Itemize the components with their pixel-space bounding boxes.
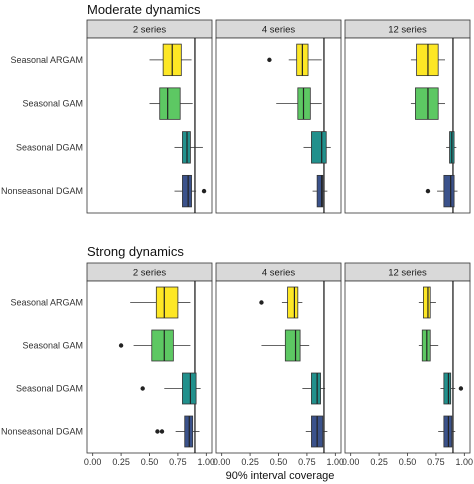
box-strong-12-series-seasonal-argam [423,286,431,319]
category-label-moderate-seasonal-dgam: Seasonal DGAM [16,142,83,152]
category-label-moderate-nonseasonal-dgam: Nonseasonal DGAM [1,186,83,196]
box-moderate-2-series-seasonal-gam [159,87,181,120]
box-strong-4-series-seasonal-dgam [311,372,321,405]
box-strong-4-series-seasonal-argam [287,286,299,319]
x-tick-label-strong-2-series-0-50: 0.50 [141,457,159,467]
box-moderate-12-series-nonseasonal-dgam [443,174,455,208]
box-strong-2-series-seasonal-argam [155,286,179,319]
outlier-strong-2-series-seasonal-gam-0 [118,343,124,348]
x-tick-label-strong-4-series-0-75: 0.75 [298,457,316,467]
category-label-moderate-seasonal-argam: Seasonal ARGAM [10,55,83,65]
category-label-strong-seasonal-gam: Seasonal GAM [22,341,83,351]
category-label-strong-nonseasonal-dgam: Nonseasonal DGAM [1,427,83,437]
box-strong-4-series-seasonal-gam [284,329,301,362]
x-tick-label-strong-4-series-0-00: 0.00 [213,457,231,467]
x-tick-label-strong-4-series-0-50: 0.50 [270,457,288,467]
category-label-strong-seasonal-argam: Seasonal ARGAM [10,298,83,308]
x-tick-label-strong-4-series-1-00: 1.00 [327,457,345,467]
outlier-strong-2-series-seasonal-dgam-0 [140,386,145,391]
outlier-moderate-12-series-nonseasonal-dgam-0 [425,188,431,194]
strip-label-strong-12-series: 12 series [388,268,427,279]
x-tick-label-strong-2-series-1-00: 1.00 [198,457,216,467]
strip-label-moderate-12-series: 12 series [388,25,427,36]
box-moderate-12-series-seasonal-gam [415,87,439,120]
category-label-moderate-seasonal-gam: Seasonal GAM [22,99,83,109]
x-tick-label-strong-12-series-0-50: 0.50 [399,457,417,467]
x-tick-label-strong-2-series-0-75: 0.75 [169,457,187,467]
x-tick-label-strong-4-series-0-25: 0.25 [241,457,259,467]
x-tick-label-strong-2-series-0-25: 0.25 [112,457,130,467]
outlier-strong-2-series-nonseasonal-dgam-1 [159,429,165,434]
row-title-strong: Strong dynamics [87,244,184,259]
x-tick-label-strong-12-series-1-00: 1.00 [456,457,474,467]
x-tick-label-strong-12-series-0-75: 0.75 [427,457,445,467]
strip-label-moderate-2-series: 2 series [133,25,167,36]
panel-strong-2-series [86,280,213,454]
strip-label-moderate-4-series: 4 series [262,25,296,36]
plot-area: Seasonal ARGAM Seasonal GAM Seasonal DGAM N… [1,19,474,467]
strip-label-strong-2-series: 2 series [133,268,167,279]
box-strong-12-series-seasonal-dgam [443,372,452,405]
panel-moderate-2-series [86,37,213,214]
box-moderate-2-series-nonseasonal-dgam [182,174,192,208]
row-title-moderate: Moderate dynamics [87,2,201,17]
category-label-strong-seasonal-dgam: Seasonal DGAM [16,384,83,394]
box-moderate-4-series-seasonal-dgam [311,131,327,164]
strip-label-strong-4-series: 4 series [262,268,296,279]
outlier-strong-12-series-seasonal-dgam-0 [458,386,464,391]
outlier-strong-4-series-seasonal-argam-0 [259,300,264,305]
box-strong-2-series-seasonal-gam [151,329,174,362]
x-tick-label-strong-12-series-0-00: 0.00 [342,457,360,467]
x-tick-label-strong-12-series-0-25: 0.25 [370,457,388,467]
outlier-moderate-2-series-nonseasonal-dgam-0 [201,188,207,194]
x-axis-title: 90% interval coverage [226,470,335,482]
outlier-moderate-4-series-seasonal-argam-0 [267,57,272,63]
x-tick-label-strong-2-series-0-00: 0.00 [84,457,102,467]
box-strong-2-series-seasonal-dgam [182,372,197,405]
box-moderate-4-series-nonseasonal-dgam [316,174,324,208]
outlier-strong-2-series-nonseasonal-dgam-0 [155,429,160,434]
